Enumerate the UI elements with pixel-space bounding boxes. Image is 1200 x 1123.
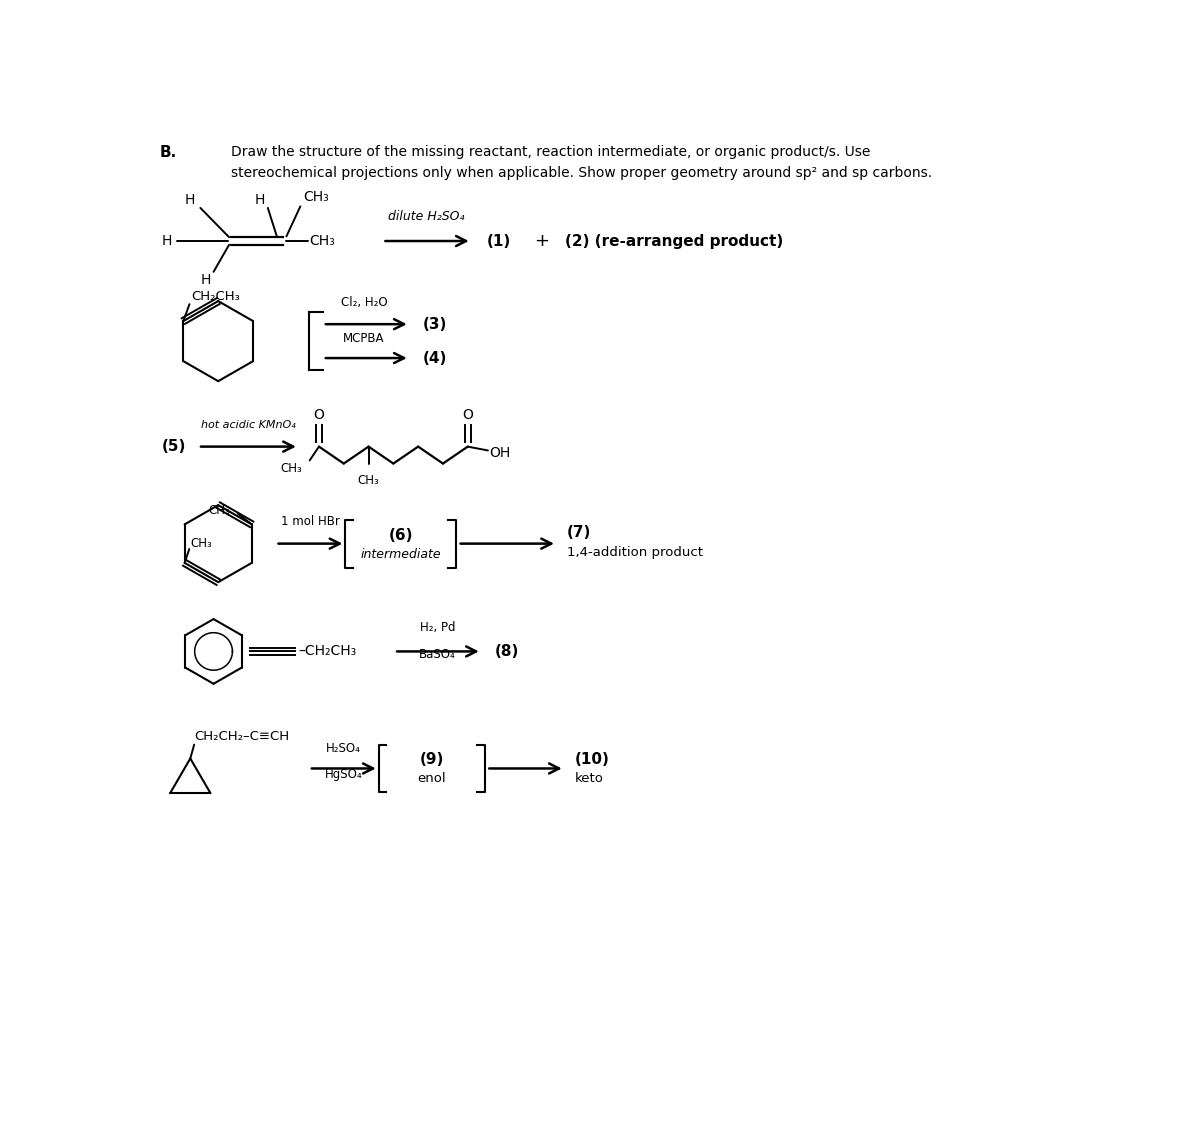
Text: (10): (10) bbox=[575, 752, 610, 767]
Text: (8): (8) bbox=[494, 643, 520, 659]
Text: CH₃: CH₃ bbox=[304, 190, 329, 204]
Text: –CH₂CH₃: –CH₂CH₃ bbox=[299, 645, 358, 658]
Text: (7): (7) bbox=[566, 524, 592, 539]
Text: (4): (4) bbox=[422, 350, 448, 366]
Text: intermediate: intermediate bbox=[360, 548, 442, 560]
Text: H: H bbox=[161, 234, 172, 248]
Text: HgSO₄: HgSO₄ bbox=[325, 768, 362, 780]
Text: CH₃: CH₃ bbox=[280, 462, 302, 475]
Text: CH₃: CH₃ bbox=[308, 234, 335, 248]
Text: BaSO₄: BaSO₄ bbox=[419, 648, 456, 661]
Text: B.: B. bbox=[160, 145, 176, 159]
Text: MCPBA: MCPBA bbox=[343, 332, 385, 345]
Text: O: O bbox=[313, 408, 324, 422]
Text: CH₃: CH₃ bbox=[191, 537, 212, 550]
Text: H₂, Pd: H₂, Pd bbox=[420, 621, 455, 634]
Text: (9): (9) bbox=[420, 752, 444, 767]
Text: enol: enol bbox=[418, 772, 446, 785]
Text: (1): (1) bbox=[487, 234, 511, 248]
Text: Cl₂, H₂O: Cl₂, H₂O bbox=[341, 295, 388, 309]
Text: (5): (5) bbox=[162, 439, 186, 454]
Text: H: H bbox=[200, 273, 211, 286]
Text: +: + bbox=[534, 232, 548, 250]
Text: (3): (3) bbox=[422, 317, 448, 331]
Text: dilute H₂SO₄: dilute H₂SO₄ bbox=[389, 210, 464, 223]
Text: hot acidic KMnO₄: hot acidic KMnO₄ bbox=[202, 420, 296, 430]
Text: keto: keto bbox=[575, 772, 604, 785]
Text: CH₂CH₂–C≡CH: CH₂CH₂–C≡CH bbox=[194, 730, 289, 743]
Text: (2) (re-arranged product): (2) (re-arranged product) bbox=[565, 234, 782, 248]
Text: H₂SO₄: H₂SO₄ bbox=[326, 742, 361, 756]
Text: CH₃: CH₃ bbox=[209, 504, 230, 517]
Text: H: H bbox=[185, 193, 196, 208]
Text: Draw the structure of the missing reactant, reaction intermediate, or organic pr: Draw the structure of the missing reacta… bbox=[232, 145, 871, 158]
Text: CH₃: CH₃ bbox=[358, 474, 379, 486]
Text: stereochemical projections only when applicable. Show proper geometry around sp²: stereochemical projections only when app… bbox=[232, 166, 932, 181]
Text: OH: OH bbox=[490, 446, 511, 459]
Text: H: H bbox=[254, 193, 265, 208]
Text: 1 mol HBr: 1 mol HBr bbox=[281, 515, 340, 528]
Text: O: O bbox=[462, 408, 473, 422]
Text: (6): (6) bbox=[389, 529, 413, 544]
Text: 1,4-addition product: 1,4-addition product bbox=[566, 547, 703, 559]
Text: CH₂CH₃: CH₂CH₃ bbox=[191, 290, 240, 302]
